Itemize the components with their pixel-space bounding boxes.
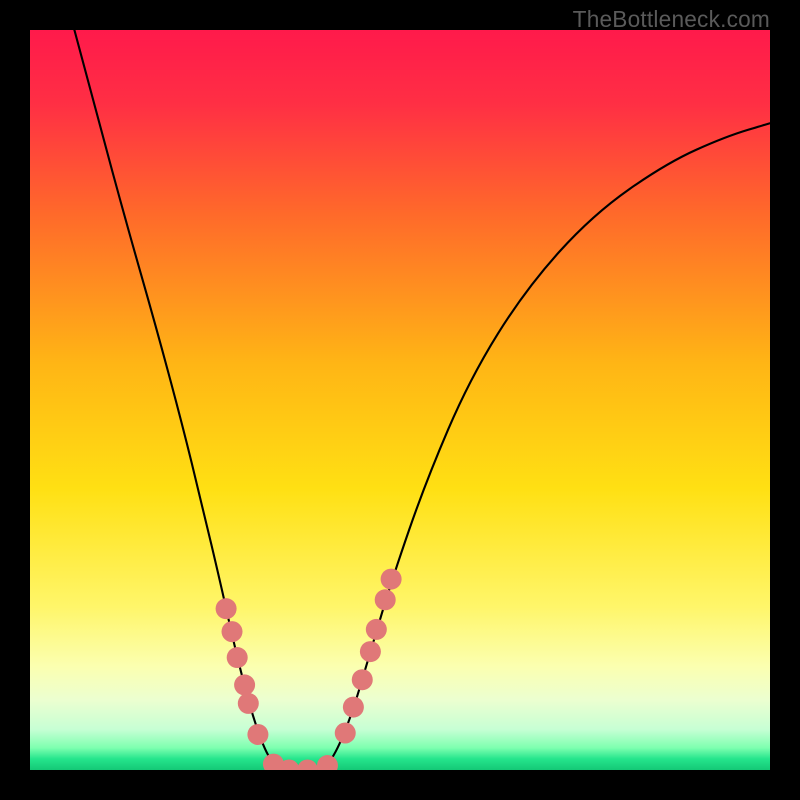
data-marker bbox=[234, 674, 255, 695]
chart-svg bbox=[30, 30, 770, 770]
data-marker bbox=[381, 569, 402, 590]
data-marker bbox=[222, 621, 243, 642]
plot-area bbox=[30, 30, 770, 770]
data-marker bbox=[238, 693, 259, 714]
data-marker bbox=[343, 697, 364, 718]
data-marker bbox=[375, 589, 396, 610]
gradient-background bbox=[30, 30, 770, 770]
watermark-text: TheBottleneck.com bbox=[573, 6, 770, 33]
data-marker bbox=[216, 598, 237, 619]
data-marker bbox=[335, 723, 356, 744]
data-marker bbox=[366, 619, 387, 640]
chart-frame: TheBottleneck.com bbox=[0, 0, 800, 800]
data-marker bbox=[352, 669, 373, 690]
data-marker bbox=[227, 647, 248, 668]
data-marker bbox=[247, 724, 268, 745]
data-marker bbox=[360, 641, 381, 662]
